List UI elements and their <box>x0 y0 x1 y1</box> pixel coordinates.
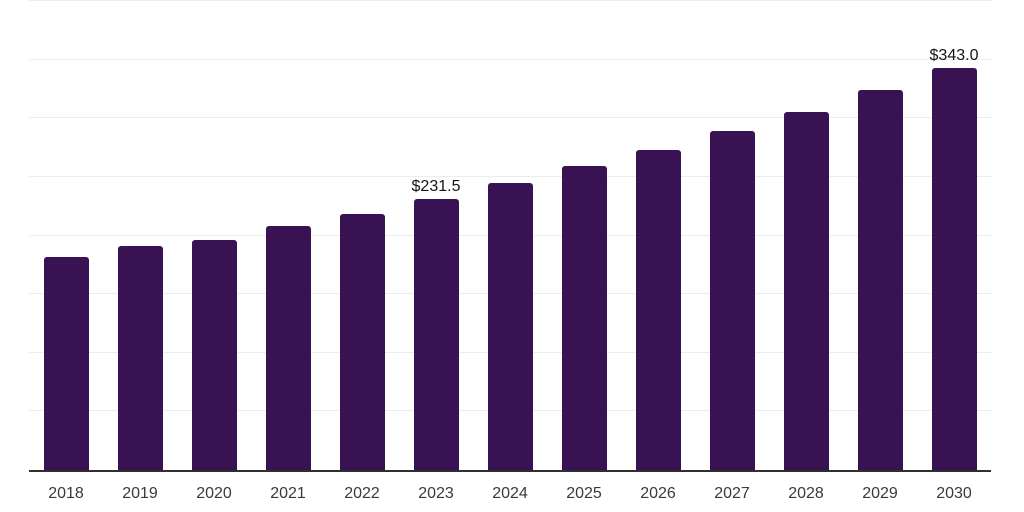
bar-2021 <box>265 226 311 470</box>
bar-2022 <box>339 213 385 470</box>
gridline <box>29 58 991 60</box>
x-tick-label-2018: 2018 <box>48 485 84 502</box>
bar-2019 <box>117 246 163 470</box>
gridline <box>29 176 991 177</box>
bar-2025 <box>561 166 607 470</box>
x-axis-line <box>29 470 991 472</box>
x-tick-label-2019: 2019 <box>122 485 158 502</box>
bar-value-label-2030: $343.0 <box>929 47 979 65</box>
x-tick-label-2023: 2023 <box>418 485 454 502</box>
x-tick-label-2022: 2022 <box>344 485 380 502</box>
x-tick-label-2025: 2025 <box>566 485 602 502</box>
bar-2028 <box>783 111 829 470</box>
x-tick-label-2020: 2020 <box>196 485 232 502</box>
x-tick-label-2021: 2021 <box>270 485 306 502</box>
x-tick-label-2024: 2024 <box>492 485 528 502</box>
bar-2027 <box>709 131 755 470</box>
plot-area: $231.5 $343.0 <box>29 0 991 472</box>
x-tick-label-2026: 2026 <box>640 485 676 502</box>
gridline <box>29 0 991 2</box>
x-tick-label-2030: 2030 <box>936 485 972 502</box>
x-axis-labels: 2018 2019 2020 2021 2022 2023 2024 2025 2026 2027… <box>29 483 991 505</box>
bar-2024 <box>487 183 533 470</box>
bar-2018 <box>43 257 89 470</box>
bar-value-label-2023: $231.5 <box>411 177 461 195</box>
bar-2029 <box>857 90 903 470</box>
gridline <box>29 117 991 119</box>
x-tick-label-2027: 2027 <box>714 485 750 502</box>
bar-2023 <box>413 198 459 470</box>
bar-2020 <box>191 239 237 470</box>
bar-2026 <box>635 150 681 470</box>
x-tick-label-2029: 2029 <box>862 485 898 502</box>
x-tick-label-2028: 2028 <box>788 485 824 502</box>
bar-2030 <box>931 68 977 470</box>
